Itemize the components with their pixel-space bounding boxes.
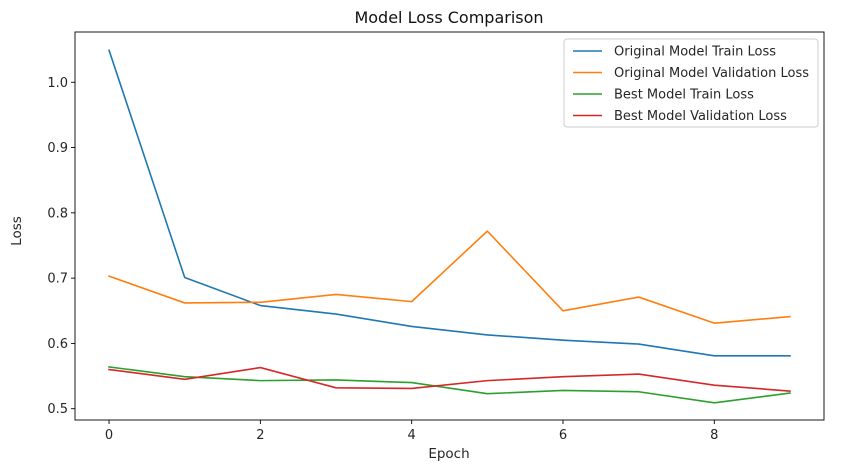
legend-label-2: Original Model Validation Loss (614, 66, 809, 81)
y-tick-label: 1.0 (47, 76, 68, 91)
y-axis-label: Loss (9, 216, 25, 246)
plot-area (74, 31, 825, 421)
legend-label-1: Original Model Train Loss (614, 45, 776, 60)
chart-title: Model Loss Comparison (354, 8, 543, 27)
x-tick-label: 2 (256, 428, 264, 443)
y-tick-label: 0.9 (47, 141, 68, 156)
x-tick-label: 8 (710, 428, 718, 443)
series-line-4 (108, 366, 791, 392)
y-tick-label: 0.7 (47, 272, 68, 287)
series-line-3 (108, 366, 791, 404)
plot-frame (74, 31, 825, 421)
y-tick-label: 0.6 (47, 337, 68, 352)
legend: Original Model Train Loss Original Model … (563, 38, 819, 128)
x-axis: 0 2 4 6 8 (105, 420, 718, 443)
legend-box (563, 38, 819, 128)
x-axis-label: Epoch (428, 446, 469, 462)
x-tick-label: 6 (559, 428, 567, 443)
x-tick-label: 0 (105, 428, 113, 443)
x-tick-label: 4 (408, 428, 416, 443)
y-axis: 0.5 0.6 0.7 0.8 0.9 1.0 (47, 76, 75, 417)
legend-label-3: Best Model Train Loss (614, 88, 754, 103)
series-line-1 (108, 49, 791, 357)
legend-label-4: Best Model Validation Loss (614, 109, 787, 124)
y-tick-label: 0.8 (47, 206, 68, 221)
series-line-2 (108, 230, 791, 324)
y-tick-label: 0.5 (47, 402, 68, 417)
